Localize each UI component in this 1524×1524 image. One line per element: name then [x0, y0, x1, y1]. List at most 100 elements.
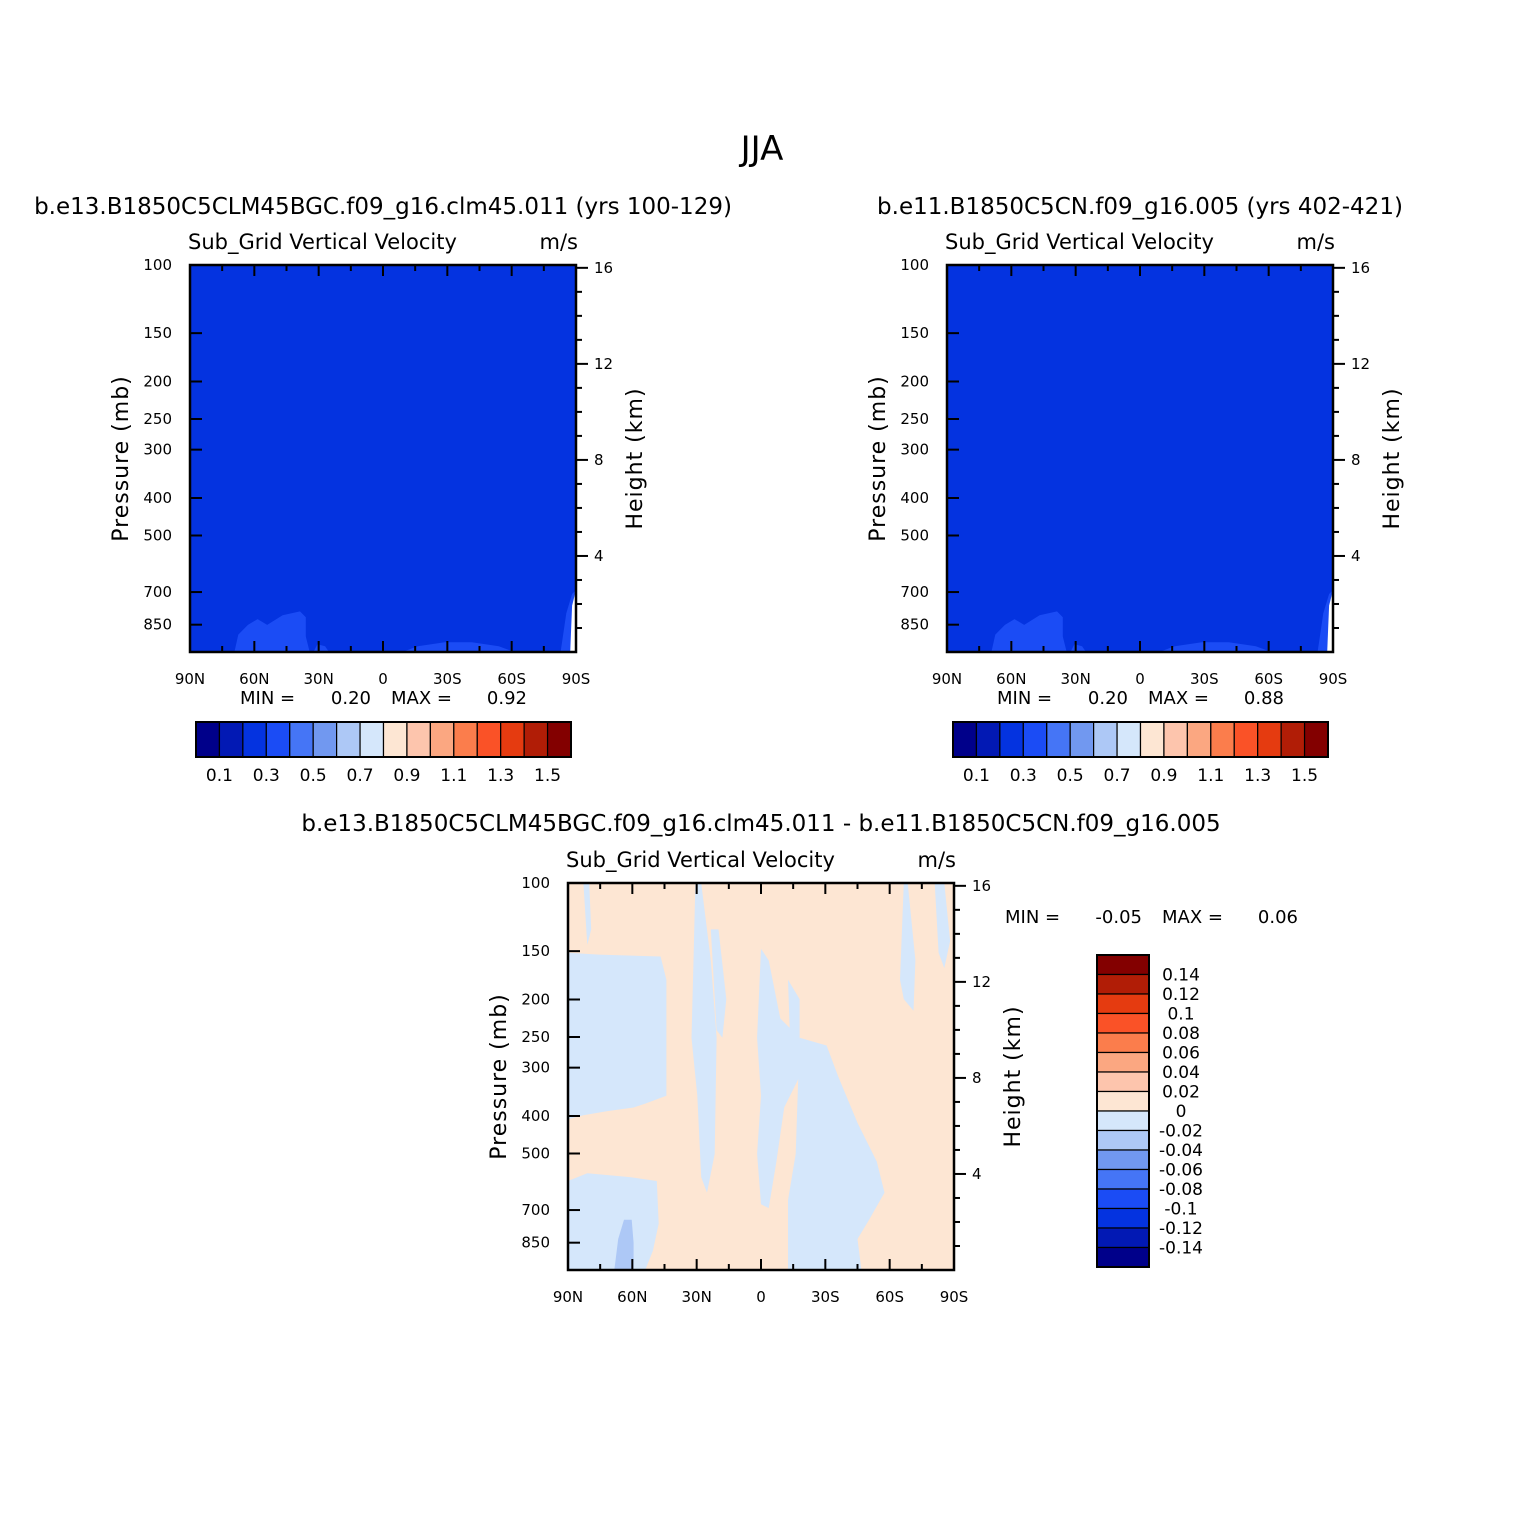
low-level-patch-north [234, 611, 310, 652]
left-string: Sub_Grid Vertical Velocity [566, 848, 835, 873]
pressure-tick-label: 850 [521, 1234, 550, 1252]
x-tick-marks [189, 265, 577, 652]
colorbar-swatch [289, 721, 314, 758]
colorbar-swatch [1069, 721, 1095, 758]
min-value: 0.20 [331, 688, 371, 709]
height-tick-label: 8 [1351, 451, 1361, 469]
pressure-tick-label: 200 [521, 990, 550, 1008]
colorbar-swatch [952, 721, 978, 758]
pressure-tick-label: 100 [900, 256, 929, 274]
x-tick-label: 90N [932, 670, 962, 688]
colorbar-swatch [1096, 1129, 1150, 1151]
colorbar-label: 0.12 [1162, 985, 1200, 1005]
x-tick-label: 90N [175, 670, 205, 688]
y-axis-right-label: Height (km) [1001, 1005, 1026, 1147]
height-tick-label: 12 [972, 973, 991, 991]
panel-1 [188, 263, 588, 758]
colorbar-label: 0.7 [347, 766, 374, 786]
negative-filament-north [583, 883, 592, 945]
x-tick-label: 60N [239, 670, 269, 688]
height-tick-label: 12 [1351, 355, 1370, 373]
colorbar-swatch [336, 721, 361, 758]
colorbar-swatch [1096, 1090, 1150, 1112]
colorbar [195, 721, 572, 758]
field-background [947, 265, 1333, 652]
colorbar-swatch [546, 721, 572, 758]
field-background [190, 265, 576, 652]
pressure-tick-label: 150 [143, 324, 172, 342]
colorbar-swatch [1096, 1188, 1150, 1210]
x-tick-label: 30N [682, 1288, 712, 1306]
negative-filament-25n [710, 929, 727, 1038]
max-value: 0.88 [1244, 688, 1284, 709]
colorbar-swatch [1233, 721, 1259, 758]
colorbar-swatch [1163, 721, 1188, 758]
negative-plume-80s [934, 883, 951, 969]
colorbar-label: 1.5 [534, 766, 561, 786]
x-tick-label: 90S [562, 670, 591, 688]
colorbar-swatch [1096, 1168, 1150, 1190]
x-tick-label: 30S [433, 670, 462, 688]
colorbar-label: 0.14 [1162, 966, 1200, 986]
colorbar-label: 0.04 [1162, 1063, 1200, 1083]
colorbar-swatch [1046, 721, 1071, 758]
x-tick-label: 0 [1135, 670, 1145, 688]
pressure-tick-label: 250 [143, 410, 172, 428]
x-tick-label: 0 [756, 1288, 766, 1306]
missing-data-wedge [1327, 590, 1333, 652]
colorbar-label: -0.04 [1159, 1141, 1203, 1161]
colorbar-swatch [1210, 721, 1235, 758]
y-axis-label: Pressure (mb) [109, 375, 134, 542]
min-label: MIN = [997, 688, 1052, 709]
colorbar-swatch [1096, 1207, 1150, 1229]
pressure-tick-label: 200 [900, 372, 929, 390]
y-axis-label: Pressure (mb) [487, 993, 512, 1160]
colorbar-swatch [1280, 721, 1306, 758]
pressure-tick-label: 100 [143, 256, 172, 274]
left-string: Sub_Grid Vertical Velocity [188, 230, 457, 255]
pressure-tick-label: 850 [143, 616, 172, 634]
colorbar-swatch [1022, 721, 1048, 758]
pressure-tick-label: 250 [900, 410, 929, 428]
colorbar-swatch [1303, 721, 1329, 758]
y-axis-right-label: Height (km) [623, 387, 648, 529]
pressure-tick-label: 700 [143, 583, 172, 601]
pressure-tick-label: 850 [900, 616, 929, 634]
height-tick-label: 16 [594, 259, 613, 277]
max-label: MAX = [1148, 688, 1209, 709]
height-tick-label: 4 [972, 1165, 982, 1183]
x-tick-label: 90S [940, 1288, 969, 1306]
colorbar-swatch [1093, 721, 1118, 758]
colorbar-label: 1.3 [487, 766, 514, 786]
contour-field [190, 265, 576, 652]
colorbar-label: -0.14 [1159, 1239, 1203, 1259]
negative-band-equator [757, 948, 800, 1209]
pressure-tick-label: 400 [900, 489, 929, 507]
height-tick-marks [1333, 266, 1345, 629]
colorbar-label: 0.1 [1167, 1005, 1194, 1025]
colorbar-label: 0.9 [393, 766, 420, 786]
x-tick-label: 60S [497, 670, 526, 688]
colorbar-label: -0.1 [1164, 1200, 1197, 1220]
colorbar-swatch [1096, 973, 1150, 995]
height-tick-marks [576, 266, 588, 629]
negative-region-south [788, 1037, 885, 1270]
colorbar-swatch [312, 721, 338, 758]
colorbar-label: 0.02 [1162, 1083, 1200, 1103]
colorbar-swatch [999, 721, 1024, 758]
colorbar-label: 1.1 [1197, 766, 1224, 786]
x-tick-label: 30S [1190, 670, 1219, 688]
units-label: m/s [1297, 230, 1335, 254]
positive-patch-south-pole [942, 1212, 954, 1270]
min-value: 0.20 [1088, 688, 1128, 709]
colorbar-swatch [1096, 1149, 1150, 1171]
pressure-tick-marks [568, 882, 580, 1244]
low-level-patch-north [991, 611, 1067, 652]
x-tick-label: 30N [1061, 670, 1091, 688]
min-label: MIN = [1005, 907, 1060, 928]
pressure-tick-label: 200 [143, 372, 172, 390]
figure-title: JJA [740, 129, 784, 169]
colorbar-label: 0.08 [1162, 1024, 1200, 1044]
colorbar-swatch [1096, 1246, 1150, 1268]
